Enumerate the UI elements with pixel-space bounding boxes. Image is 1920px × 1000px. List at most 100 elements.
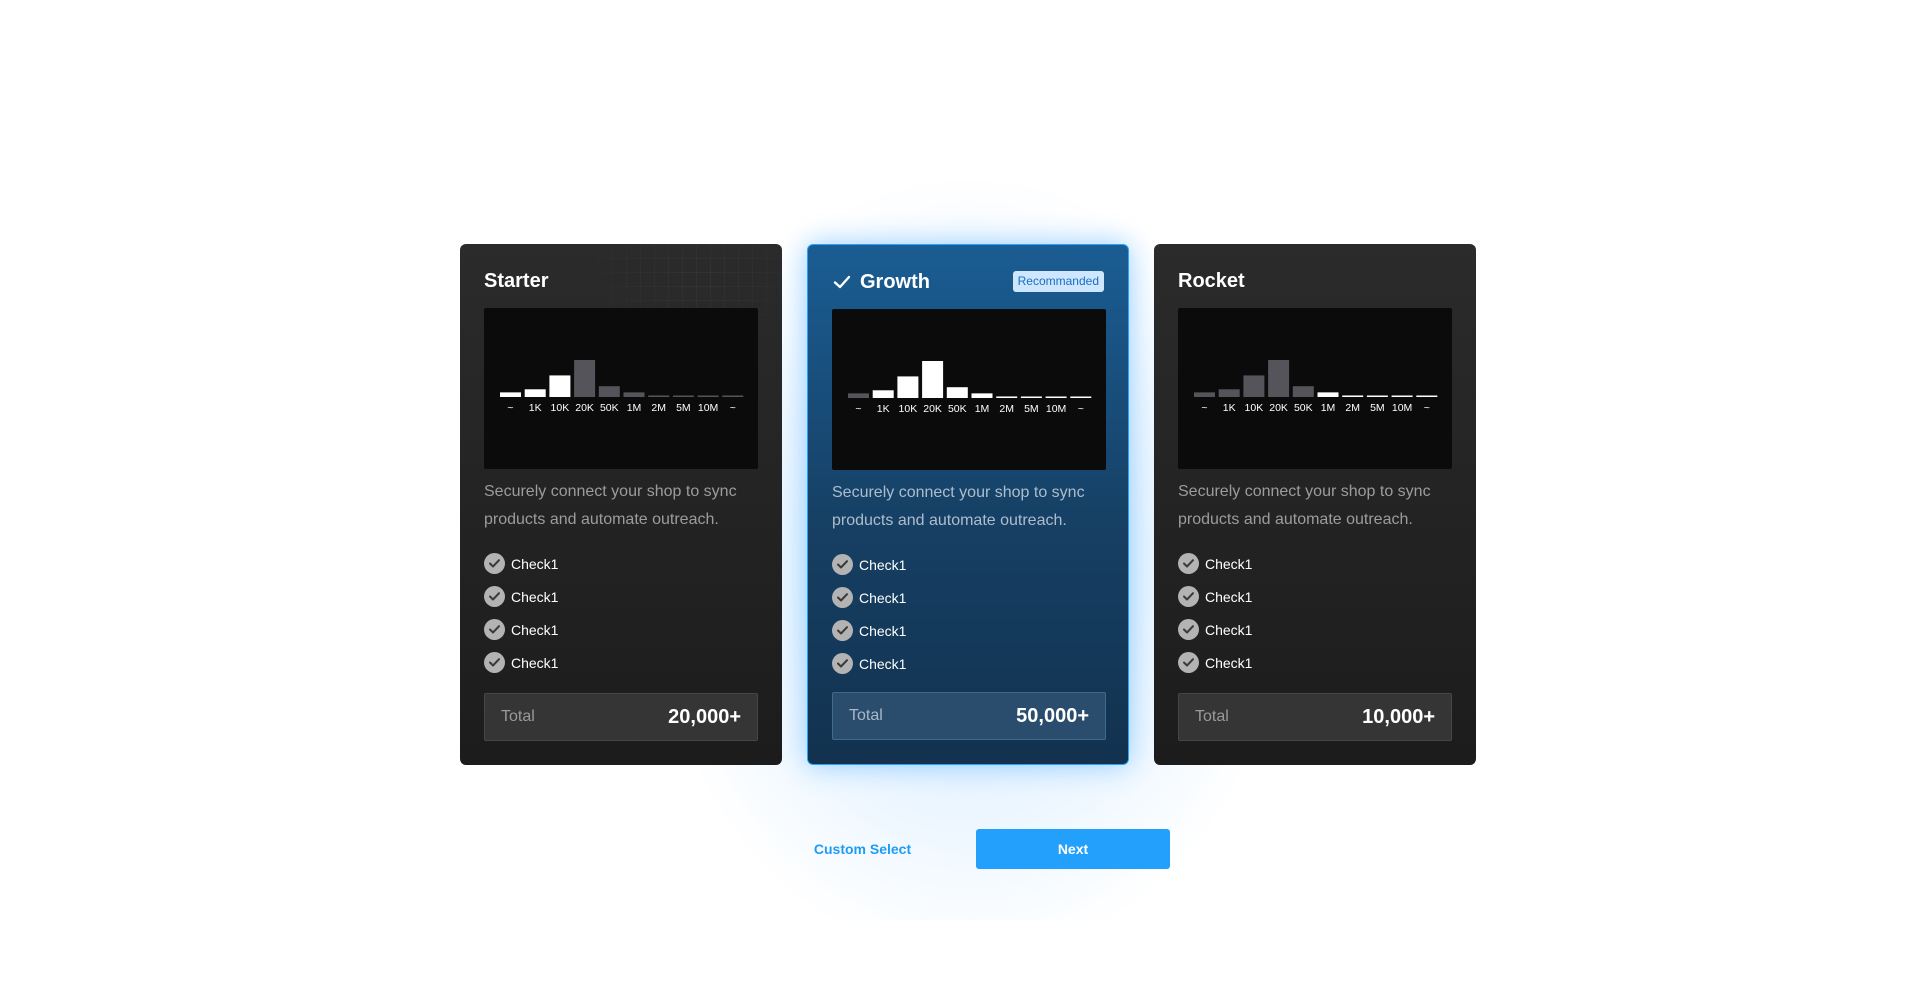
feature-list: Check1 Check1 Check1 Check1 xyxy=(832,548,1104,680)
feature-item: Check1 xyxy=(1178,646,1452,679)
chart-bar xyxy=(623,392,645,397)
feature-list: Check1 Check1 Check1 Check1 xyxy=(1178,547,1452,679)
chart-bar xyxy=(1366,395,1388,397)
plan-total: Total 10,000+ xyxy=(1178,693,1452,741)
chart-bar xyxy=(1391,395,1413,397)
chart-bar xyxy=(697,395,719,397)
feature-item: Check1 xyxy=(832,614,1104,647)
chart-tick-label: 20K xyxy=(575,402,594,414)
plan-total: Total 20,000+ xyxy=(484,693,758,741)
feature-label: Check1 xyxy=(1205,654,1253,671)
chart-bar xyxy=(996,396,1018,398)
chart-tick-label: 1M xyxy=(1321,402,1336,414)
plan-description: Securely connect your shop to sync produ… xyxy=(484,483,737,528)
chart-bar xyxy=(1342,395,1364,397)
chart-tick-label: 5M xyxy=(1024,403,1039,415)
total-value: 20,000+ xyxy=(668,705,741,728)
custom-select-link[interactable]: Custom Select xyxy=(813,841,912,857)
plan-description: Securely connect your shop to sync produ… xyxy=(1178,483,1431,528)
chart-tick-label: 10K xyxy=(1245,402,1264,414)
check-circle-icon xyxy=(832,653,853,674)
feature-label: Check1 xyxy=(1205,621,1253,638)
feature-label: Check1 xyxy=(859,655,907,672)
total-label: Total xyxy=(501,708,535,725)
chart-tick-label: ~ xyxy=(1424,402,1430,414)
chart-tick-label: 10M xyxy=(698,402,718,414)
chart-bar xyxy=(1218,389,1240,397)
chart-bar xyxy=(648,395,670,397)
chart-tick-label: 1K xyxy=(1223,402,1236,414)
chart-bar xyxy=(1268,360,1290,397)
chart-tick-label: 5M xyxy=(676,402,691,414)
checkmark-icon xyxy=(833,275,851,289)
chart-tick-label: 5M xyxy=(1370,402,1385,414)
chart-bar xyxy=(1292,386,1314,397)
chart-tick-label: 1M xyxy=(975,403,990,415)
chart-tick-label: 50K xyxy=(1294,402,1313,414)
chart-bar xyxy=(1243,375,1265,397)
chart-tick-label: ~ xyxy=(730,402,736,414)
feature-item: Check1 xyxy=(484,580,758,613)
check-circle-icon xyxy=(832,554,853,575)
total-value: 10,000+ xyxy=(1362,705,1435,728)
feature-label: Check1 xyxy=(511,621,559,638)
chart-tick-label: 2M xyxy=(999,403,1014,415)
plan-cards: Starter ~1K 10K 20K 50K 1M 2M 5M 10M ~ Securely … xyxy=(460,244,1476,765)
next-button[interactable]: Next xyxy=(976,829,1170,869)
chart-tick-label: ~ xyxy=(507,402,513,414)
feature-label: Check1 xyxy=(511,588,559,605)
chart-bar xyxy=(722,395,744,397)
chart-tick-label: 1K xyxy=(529,402,542,414)
feature-label: Check1 xyxy=(511,555,559,572)
chart-bar xyxy=(946,387,968,398)
feature-label: Check1 xyxy=(1205,555,1253,572)
feature-item: Check1 xyxy=(484,613,758,646)
plan-card-header: Rocket xyxy=(1178,268,1452,294)
chart-tick-label: ~ xyxy=(855,403,861,415)
plan-card-rocket[interactable]: Rocket ~1K 10K 20K 50K 1M 2M 5M 10M ~ Securely c… xyxy=(1154,244,1476,765)
bar-chart-svg: ~1K 10K 20K 50K 1M 2M 5M 10M ~ xyxy=(1194,360,1438,414)
chart-bar xyxy=(848,393,869,398)
chart-tick-label: 50K xyxy=(600,402,619,414)
check-circle-icon xyxy=(484,619,505,640)
check-circle-icon xyxy=(1178,586,1199,607)
chart-bar xyxy=(1020,396,1042,398)
distribution-chart: ~1K 10K 20K 50K 1M 2M 5M 10M ~ xyxy=(832,309,1106,470)
chart-tick-label: 2M xyxy=(651,402,666,414)
chart-tick-label: 10M xyxy=(1392,402,1412,414)
check-circle-icon xyxy=(1178,619,1199,640)
feature-item: Check1 xyxy=(1178,547,1452,580)
check-circle-icon xyxy=(484,586,505,607)
plan-card-growth[interactable]: Growth Recommanded ~1K 10K 20K 50K 1M 2M 5M 10M… xyxy=(807,244,1129,765)
recommended-badge: Recommanded xyxy=(1012,271,1104,292)
feature-item: Check1 xyxy=(1178,580,1452,613)
plan-description: Securely connect your shop to sync produ… xyxy=(832,484,1085,529)
chart-tick-label: 10K xyxy=(551,402,570,414)
chart-bar xyxy=(549,375,571,397)
check-circle-icon xyxy=(1178,652,1199,673)
chart-bar xyxy=(500,392,521,397)
feature-label: Check1 xyxy=(859,622,907,639)
chart-bar xyxy=(598,386,620,397)
feature-item: Check1 xyxy=(484,646,758,679)
chart-tick-label: 20K xyxy=(1269,402,1288,414)
feature-item: Check1 xyxy=(832,647,1104,680)
chart-bar xyxy=(574,360,596,397)
chart-tick-label: 1M xyxy=(627,402,642,414)
chart-tick-label: 2M xyxy=(1345,402,1360,414)
bar-chart-svg: ~1K 10K 20K 50K 1M 2M 5M 10M ~ xyxy=(848,361,1092,415)
chart-bar xyxy=(1045,396,1067,398)
chart-tick-label: 1K xyxy=(877,403,890,415)
plan-card-starter[interactable]: Starter ~1K 10K 20K 50K 1M 2M 5M 10M ~ Securely … xyxy=(460,244,782,765)
check-circle-icon xyxy=(484,553,505,574)
feature-label: Check1 xyxy=(859,589,907,606)
check-circle-icon xyxy=(1178,553,1199,574)
plan-title: Rocket xyxy=(1178,269,1245,292)
chart-tick-label: ~ xyxy=(1201,402,1207,414)
feature-label: Check1 xyxy=(1205,588,1253,605)
check-circle-icon xyxy=(832,587,853,608)
chart-tick-label: 50K xyxy=(948,403,967,415)
check-circle-icon xyxy=(832,620,853,641)
total-label: Total xyxy=(849,707,883,724)
